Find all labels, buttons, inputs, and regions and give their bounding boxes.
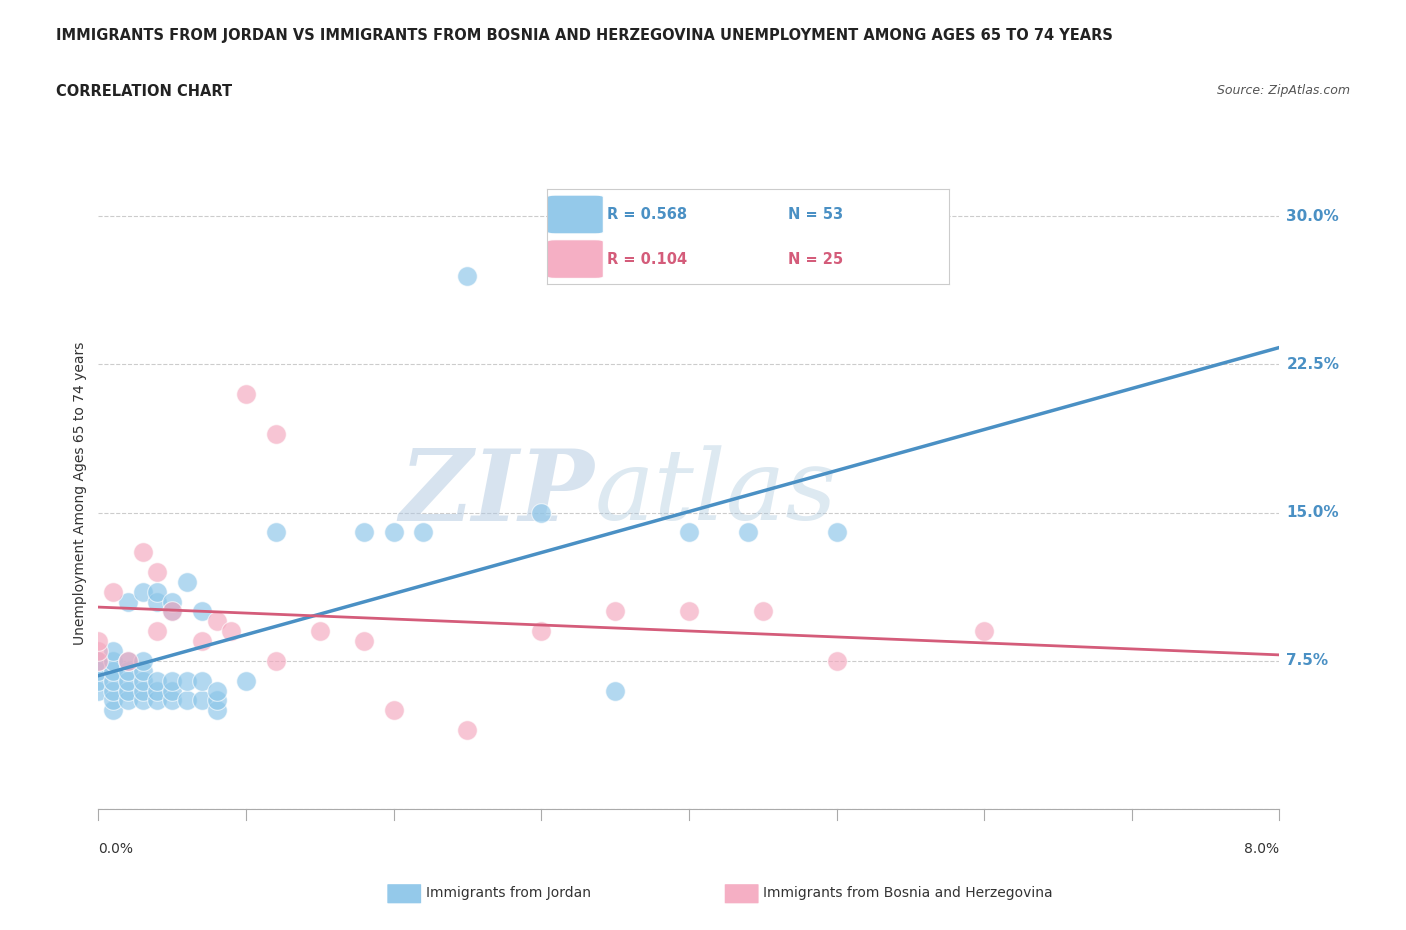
- Point: [103, 663, 124, 678]
- Y-axis label: Unemployment Among Ages 65 to 74 years: Unemployment Among Ages 65 to 74 years: [73, 341, 87, 644]
- Point: [117, 594, 139, 609]
- Point: [382, 525, 405, 539]
- Point: [264, 525, 287, 539]
- Text: 22.5%: 22.5%: [1286, 357, 1340, 372]
- Point: [456, 268, 478, 283]
- Point: [382, 703, 405, 718]
- Point: [264, 654, 287, 669]
- Point: [132, 545, 155, 560]
- Text: CORRELATION CHART: CORRELATION CHART: [56, 84, 232, 99]
- Point: [678, 525, 700, 539]
- Text: 15.0%: 15.0%: [1286, 505, 1339, 520]
- Point: [132, 693, 155, 708]
- Point: [162, 604, 183, 619]
- Point: [132, 654, 155, 669]
- Point: [205, 683, 228, 698]
- Point: [162, 683, 183, 698]
- Text: Source: ZipAtlas.com: Source: ZipAtlas.com: [1216, 84, 1350, 97]
- Point: [205, 703, 228, 718]
- Point: [162, 673, 183, 688]
- Point: [117, 663, 139, 678]
- Point: [103, 654, 124, 669]
- Point: [103, 644, 124, 658]
- Text: 0.0%: 0.0%: [98, 842, 134, 856]
- Text: ZIP: ZIP: [399, 445, 595, 541]
- Point: [87, 683, 110, 698]
- Point: [146, 673, 169, 688]
- Point: [103, 703, 124, 718]
- Point: [146, 693, 169, 708]
- Point: [103, 683, 124, 698]
- Point: [456, 723, 478, 737]
- Point: [191, 693, 214, 708]
- Point: [176, 673, 198, 688]
- FancyBboxPatch shape: [724, 884, 759, 904]
- Text: Immigrants from Jordan: Immigrants from Jordan: [426, 885, 591, 900]
- Text: 30.0%: 30.0%: [1286, 208, 1340, 224]
- Point: [973, 624, 995, 639]
- Point: [205, 614, 228, 629]
- Point: [132, 663, 155, 678]
- Point: [219, 624, 242, 639]
- Point: [87, 673, 110, 688]
- Text: 8.0%: 8.0%: [1244, 842, 1279, 856]
- Point: [87, 654, 110, 669]
- Point: [191, 633, 214, 648]
- Point: [103, 584, 124, 599]
- Point: [132, 584, 155, 599]
- Point: [264, 426, 287, 441]
- Point: [751, 604, 773, 619]
- Point: [412, 525, 434, 539]
- Point: [353, 633, 375, 648]
- Point: [87, 633, 110, 648]
- Point: [146, 683, 169, 698]
- Point: [235, 387, 257, 402]
- Point: [117, 673, 139, 688]
- Point: [176, 575, 198, 590]
- Point: [87, 654, 110, 669]
- Point: [605, 604, 627, 619]
- Point: [176, 693, 198, 708]
- Point: [825, 654, 848, 669]
- Point: [191, 673, 214, 688]
- Point: [87, 644, 110, 658]
- Point: [678, 604, 700, 619]
- Point: [103, 693, 124, 708]
- Point: [103, 673, 124, 688]
- Point: [191, 604, 214, 619]
- Point: [235, 673, 257, 688]
- Text: atlas: atlas: [595, 445, 837, 540]
- Point: [146, 624, 169, 639]
- Point: [353, 525, 375, 539]
- Point: [146, 594, 169, 609]
- Text: Immigrants from Bosnia and Herzegovina: Immigrants from Bosnia and Herzegovina: [763, 885, 1053, 900]
- Point: [162, 594, 183, 609]
- Point: [132, 683, 155, 698]
- Text: IMMIGRANTS FROM JORDAN VS IMMIGRANTS FROM BOSNIA AND HERZEGOVINA UNEMPLOYMENT AM: IMMIGRANTS FROM JORDAN VS IMMIGRANTS FRO…: [56, 28, 1114, 43]
- Point: [205, 693, 228, 708]
- Point: [530, 505, 553, 520]
- Point: [117, 683, 139, 698]
- Point: [117, 654, 139, 669]
- Point: [530, 624, 553, 639]
- Point: [117, 654, 139, 669]
- Point: [825, 525, 848, 539]
- Point: [146, 584, 169, 599]
- Point: [132, 673, 155, 688]
- Point: [87, 663, 110, 678]
- Point: [146, 565, 169, 579]
- Text: 7.5%: 7.5%: [1286, 654, 1329, 669]
- Point: [162, 693, 183, 708]
- Point: [737, 525, 759, 539]
- Point: [162, 604, 183, 619]
- FancyBboxPatch shape: [387, 884, 422, 904]
- Point: [117, 693, 139, 708]
- Point: [308, 624, 332, 639]
- Point: [605, 683, 627, 698]
